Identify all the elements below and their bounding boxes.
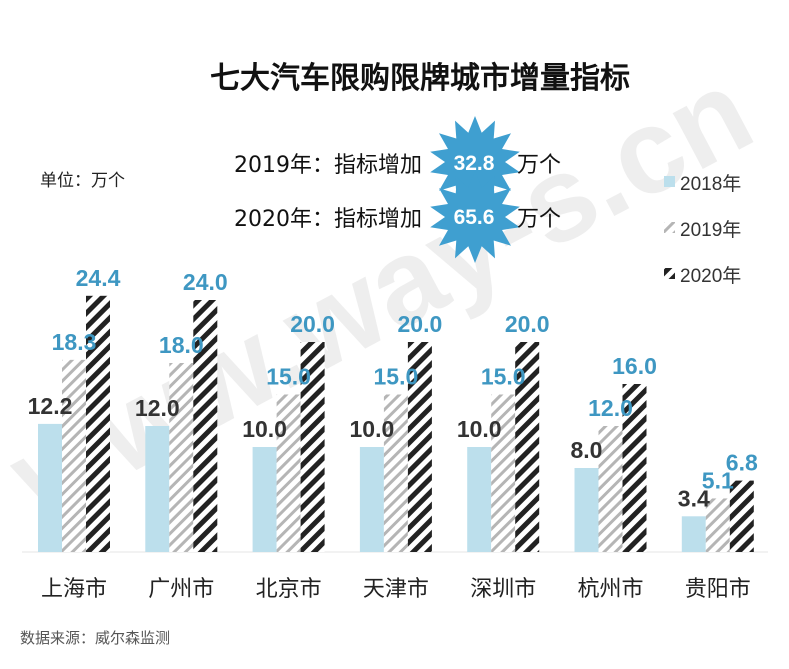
bar-2018-6 <box>681 516 706 552</box>
value-label-2020-5: 16.0 <box>612 353 657 379</box>
category-label-1: 广州市 <box>148 577 214 602</box>
annotation-2020-suffix: 万个 <box>517 207 561 232</box>
bar-2020-6 <box>729 480 754 552</box>
value-label-2018-5: 8.0 <box>571 437 603 463</box>
bar-2018-5 <box>574 468 599 552</box>
legend-swatch-2018 <box>664 176 675 187</box>
category-label-5: 杭州市 <box>577 577 643 602</box>
bars-group <box>38 295 754 552</box>
category-labels-group: 上海市 广州市 北京市 天津市 深圳市 杭州市 贵阳市 <box>41 577 751 602</box>
value-label-2020-6: 6.8 <box>726 450 758 476</box>
value-label-2018-6: 3.4 <box>678 485 710 511</box>
value-labels-group: 12.2 18.3 24.4 12.0 18.0 24.0 10.0 15.0 20.0 10.0… <box>28 265 758 512</box>
bar-2019-2 <box>276 394 301 552</box>
category-label-3: 天津市 <box>363 577 429 602</box>
source-note: 数据来源：威尔森监测 <box>20 629 170 647</box>
category-label-0: 上海市 <box>41 577 107 602</box>
value-label-2020-1: 24.0 <box>183 269 228 295</box>
annotation-2019: 2019年：指标增加 32.8 万个 <box>234 116 561 208</box>
chart-title: 七大汽车限购限牌城市增量指标 <box>210 61 630 96</box>
bar-2018-0 <box>38 423 62 552</box>
value-label-2018-2: 10.0 <box>242 416 287 442</box>
bar-2020-1 <box>193 300 218 552</box>
legend-label-2018: 2018年 <box>680 173 741 195</box>
category-label-4: 深圳市 <box>470 577 536 602</box>
value-label-2019-4: 15.0 <box>481 364 526 390</box>
legend-swatch-2019 <box>664 222 675 233</box>
value-label-2020-0: 24.4 <box>76 265 121 291</box>
annotation-2020-prefix: 2020年：指标增加 <box>234 207 422 232</box>
annotation-2019-suffix: 万个 <box>517 153 561 178</box>
value-label-2020-2: 20.0 <box>290 311 335 337</box>
bar-2019-4 <box>491 394 516 552</box>
bar-2019-5 <box>598 426 623 552</box>
legend-label-2019: 2019年 <box>680 219 741 241</box>
burst-shape-2020 <box>430 171 520 263</box>
value-label-2020-4: 20.0 <box>505 311 550 337</box>
value-label-2019-2: 15.0 <box>266 364 311 390</box>
bar-2018-4 <box>467 447 492 552</box>
annotation-2019-prefix: 2019年：指标增加 <box>234 153 422 178</box>
unit-label: 单位：万个 <box>40 171 125 191</box>
bar-2019-1 <box>169 363 194 552</box>
bar-2020-5 <box>622 384 647 552</box>
value-label-2018-1: 12.0 <box>135 395 180 421</box>
bar-2019-6 <box>705 498 730 552</box>
value-label-2018-3: 10.0 <box>350 416 395 442</box>
category-label-2: 北京市 <box>256 577 322 602</box>
category-label-6: 贵阳市 <box>685 577 751 602</box>
value-label-2019-5: 12.0 <box>588 395 633 421</box>
annotation-2020-value: 65.6 <box>454 206 495 229</box>
value-label-2019-6: 5.1 <box>702 467 734 493</box>
value-label-2019-3: 15.0 <box>374 364 419 390</box>
value-label-2018-4: 10.0 <box>457 416 502 442</box>
bar-2020-3 <box>407 342 432 552</box>
bar-2018-1 <box>145 426 170 552</box>
burst-shape-2019 <box>430 116 520 208</box>
annotation-2020: 2020年：指标增加 65.6 万个 <box>234 171 561 263</box>
bar-2020-0 <box>86 295 110 552</box>
bar-2018-2 <box>252 447 277 552</box>
annotation-2019-value: 32.8 <box>454 152 495 175</box>
legend-label-2020: 2020年 <box>680 265 741 287</box>
bar-2018-3 <box>359 447 384 552</box>
value-label-2019-0: 18.3 <box>52 329 97 355</box>
bar-2020-4 <box>515 342 540 552</box>
legend-swatch-2020 <box>664 268 675 279</box>
legend: 2018年 2019年 2020年 <box>664 173 741 287</box>
bar-2019-0 <box>62 359 86 552</box>
bar-2019-3 <box>383 394 408 552</box>
value-label-2020-3: 20.0 <box>398 311 443 337</box>
value-label-2019-1: 18.0 <box>159 332 204 358</box>
bar-2020-2 <box>300 342 325 552</box>
value-label-2018-0: 12.2 <box>28 393 73 419</box>
